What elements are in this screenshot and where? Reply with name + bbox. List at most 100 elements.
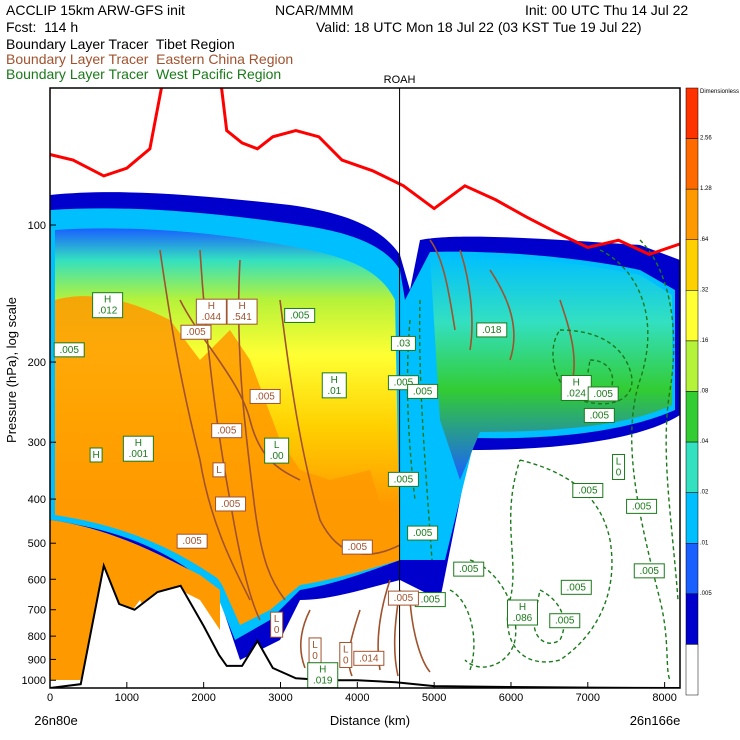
contour-label-box	[626, 498, 658, 514]
contour-label: .005	[407, 525, 439, 541]
colorbar-label: .04	[700, 439, 709, 445]
contour-label-text: .005	[421, 595, 441, 606]
contour-label: .005	[407, 383, 439, 399]
contour-label-text: H	[238, 301, 245, 312]
contour-label: H	[89, 447, 103, 463]
contour-label-text: L	[312, 640, 318, 651]
contour-label-text: 0	[343, 655, 349, 666]
contour-label-box	[195, 298, 227, 325]
contour-label-text: .005	[182, 536, 202, 547]
contour-label: H.001	[122, 435, 154, 462]
colorbar-swatch	[685, 391, 699, 443]
colorbar-swatch	[685, 492, 699, 544]
contour-label-text: .01	[327, 386, 341, 397]
contour-label: L0	[270, 611, 284, 638]
contour-label-text: .086	[513, 613, 533, 624]
contour-label-text: L	[274, 440, 280, 451]
contour-label-text: .005	[394, 593, 414, 604]
contour-label-box	[89, 447, 103, 463]
contour-label-box	[387, 590, 419, 606]
contour-label: .005	[626, 498, 658, 514]
contour-label: .005	[587, 386, 619, 402]
contour-label: .005	[284, 307, 316, 323]
contour-label: .005	[341, 539, 373, 555]
x-end-location: 26n166e	[630, 713, 681, 728]
contour-label: .005	[633, 563, 665, 579]
x-tick-label: 2000	[191, 692, 215, 704]
contour-label: H.086	[507, 599, 538, 626]
contour-label: L0	[308, 637, 322, 664]
contour-label-box	[270, 611, 284, 638]
contour-label-text: .005	[394, 378, 414, 389]
contour-label-box	[407, 525, 439, 541]
contour-label-box	[572, 483, 604, 499]
contour-label: .005	[387, 590, 419, 606]
contour-label-box	[176, 533, 208, 549]
contour-label-box	[180, 324, 212, 340]
contour-label: H.019	[307, 662, 339, 689]
terrain-fill	[50, 565, 680, 688]
colorbar-label: .02	[700, 490, 709, 496]
contour-label-box	[226, 298, 258, 325]
contour-label-text: .005	[221, 499, 241, 510]
colorbar-swatch	[685, 593, 699, 645]
contour-label-text: L	[616, 456, 622, 467]
contour-label-box	[53, 342, 85, 358]
contour-label-box	[549, 613, 581, 629]
contour-label: .005	[414, 592, 446, 608]
pacific-plume	[430, 255, 672, 480]
y-tick-label: 400	[28, 494, 46, 506]
contour-label: H.01	[321, 372, 347, 399]
contour-label: H.012	[92, 292, 124, 319]
contour-label-box	[215, 496, 247, 512]
contour-label-text: .005	[640, 566, 660, 577]
contour-label-box	[211, 423, 243, 439]
contour-label-text: 0	[616, 467, 622, 478]
contour-label: .005	[453, 561, 485, 577]
contour-label-text: .03	[396, 338, 410, 349]
contour-label-text: .00	[270, 451, 284, 462]
contour-label-text: .005	[217, 426, 237, 437]
y-tick-label: 600	[28, 574, 46, 586]
contour-label-text: .024	[567, 388, 587, 399]
contour-label-box	[387, 471, 419, 487]
contour-label: H.024	[560, 374, 592, 401]
contour-label: .005	[249, 388, 281, 404]
contour-label-box	[284, 307, 316, 323]
contour-label: .005	[572, 483, 604, 499]
colorbar-swatch	[685, 290, 699, 342]
contour-label: L.00	[264, 437, 290, 464]
contour-label-text: H	[208, 301, 215, 312]
contour-label-text: H	[319, 665, 326, 676]
colorbar-swatch	[685, 340, 699, 392]
tracer-legend-eastern-china: Boundary Layer Tracer Eastern China Regi…	[6, 51, 294, 67]
colorbar-label: Dimensionless	[700, 89, 739, 95]
contour-label: .005	[387, 471, 419, 487]
contour-label-text: .001	[129, 449, 149, 460]
header-line1-mid: NCAR/MMM	[275, 2, 354, 18]
contour-label-text: .005	[632, 501, 652, 512]
colorbar-label: .01	[700, 540, 709, 546]
tropopause-line	[50, 88, 680, 256]
colorbar-swatch	[685, 441, 699, 493]
contour-label-text: .019	[313, 676, 333, 687]
contour-label-text: .005	[593, 389, 613, 400]
contour-label: .018	[476, 322, 508, 338]
y-tick-label: 500	[28, 538, 46, 550]
contour-label-box	[353, 650, 385, 666]
contour-label-text: .005	[290, 310, 310, 321]
contour-label-text: L	[274, 614, 280, 625]
colorbar-swatch	[685, 138, 699, 190]
contour-label-text: H	[331, 375, 338, 386]
contour-label-box	[339, 641, 353, 668]
x-axis-ticks: 0 1000 2000 3000 4000 5000 6000 7000 8000	[47, 682, 677, 704]
contour-label-text: .005	[555, 616, 575, 627]
y-tick-label: 900	[28, 654, 46, 666]
y-tick-label: 300	[28, 437, 46, 449]
x-tick-label: 6000	[499, 692, 523, 704]
contour-label-text: .005	[413, 528, 433, 539]
contour-label-box	[612, 453, 626, 480]
y-axis-title: Pressure (hPa), log scale	[4, 297, 19, 443]
x-axis-title: Distance (km)	[330, 713, 410, 728]
contour-label: .005	[176, 533, 208, 549]
